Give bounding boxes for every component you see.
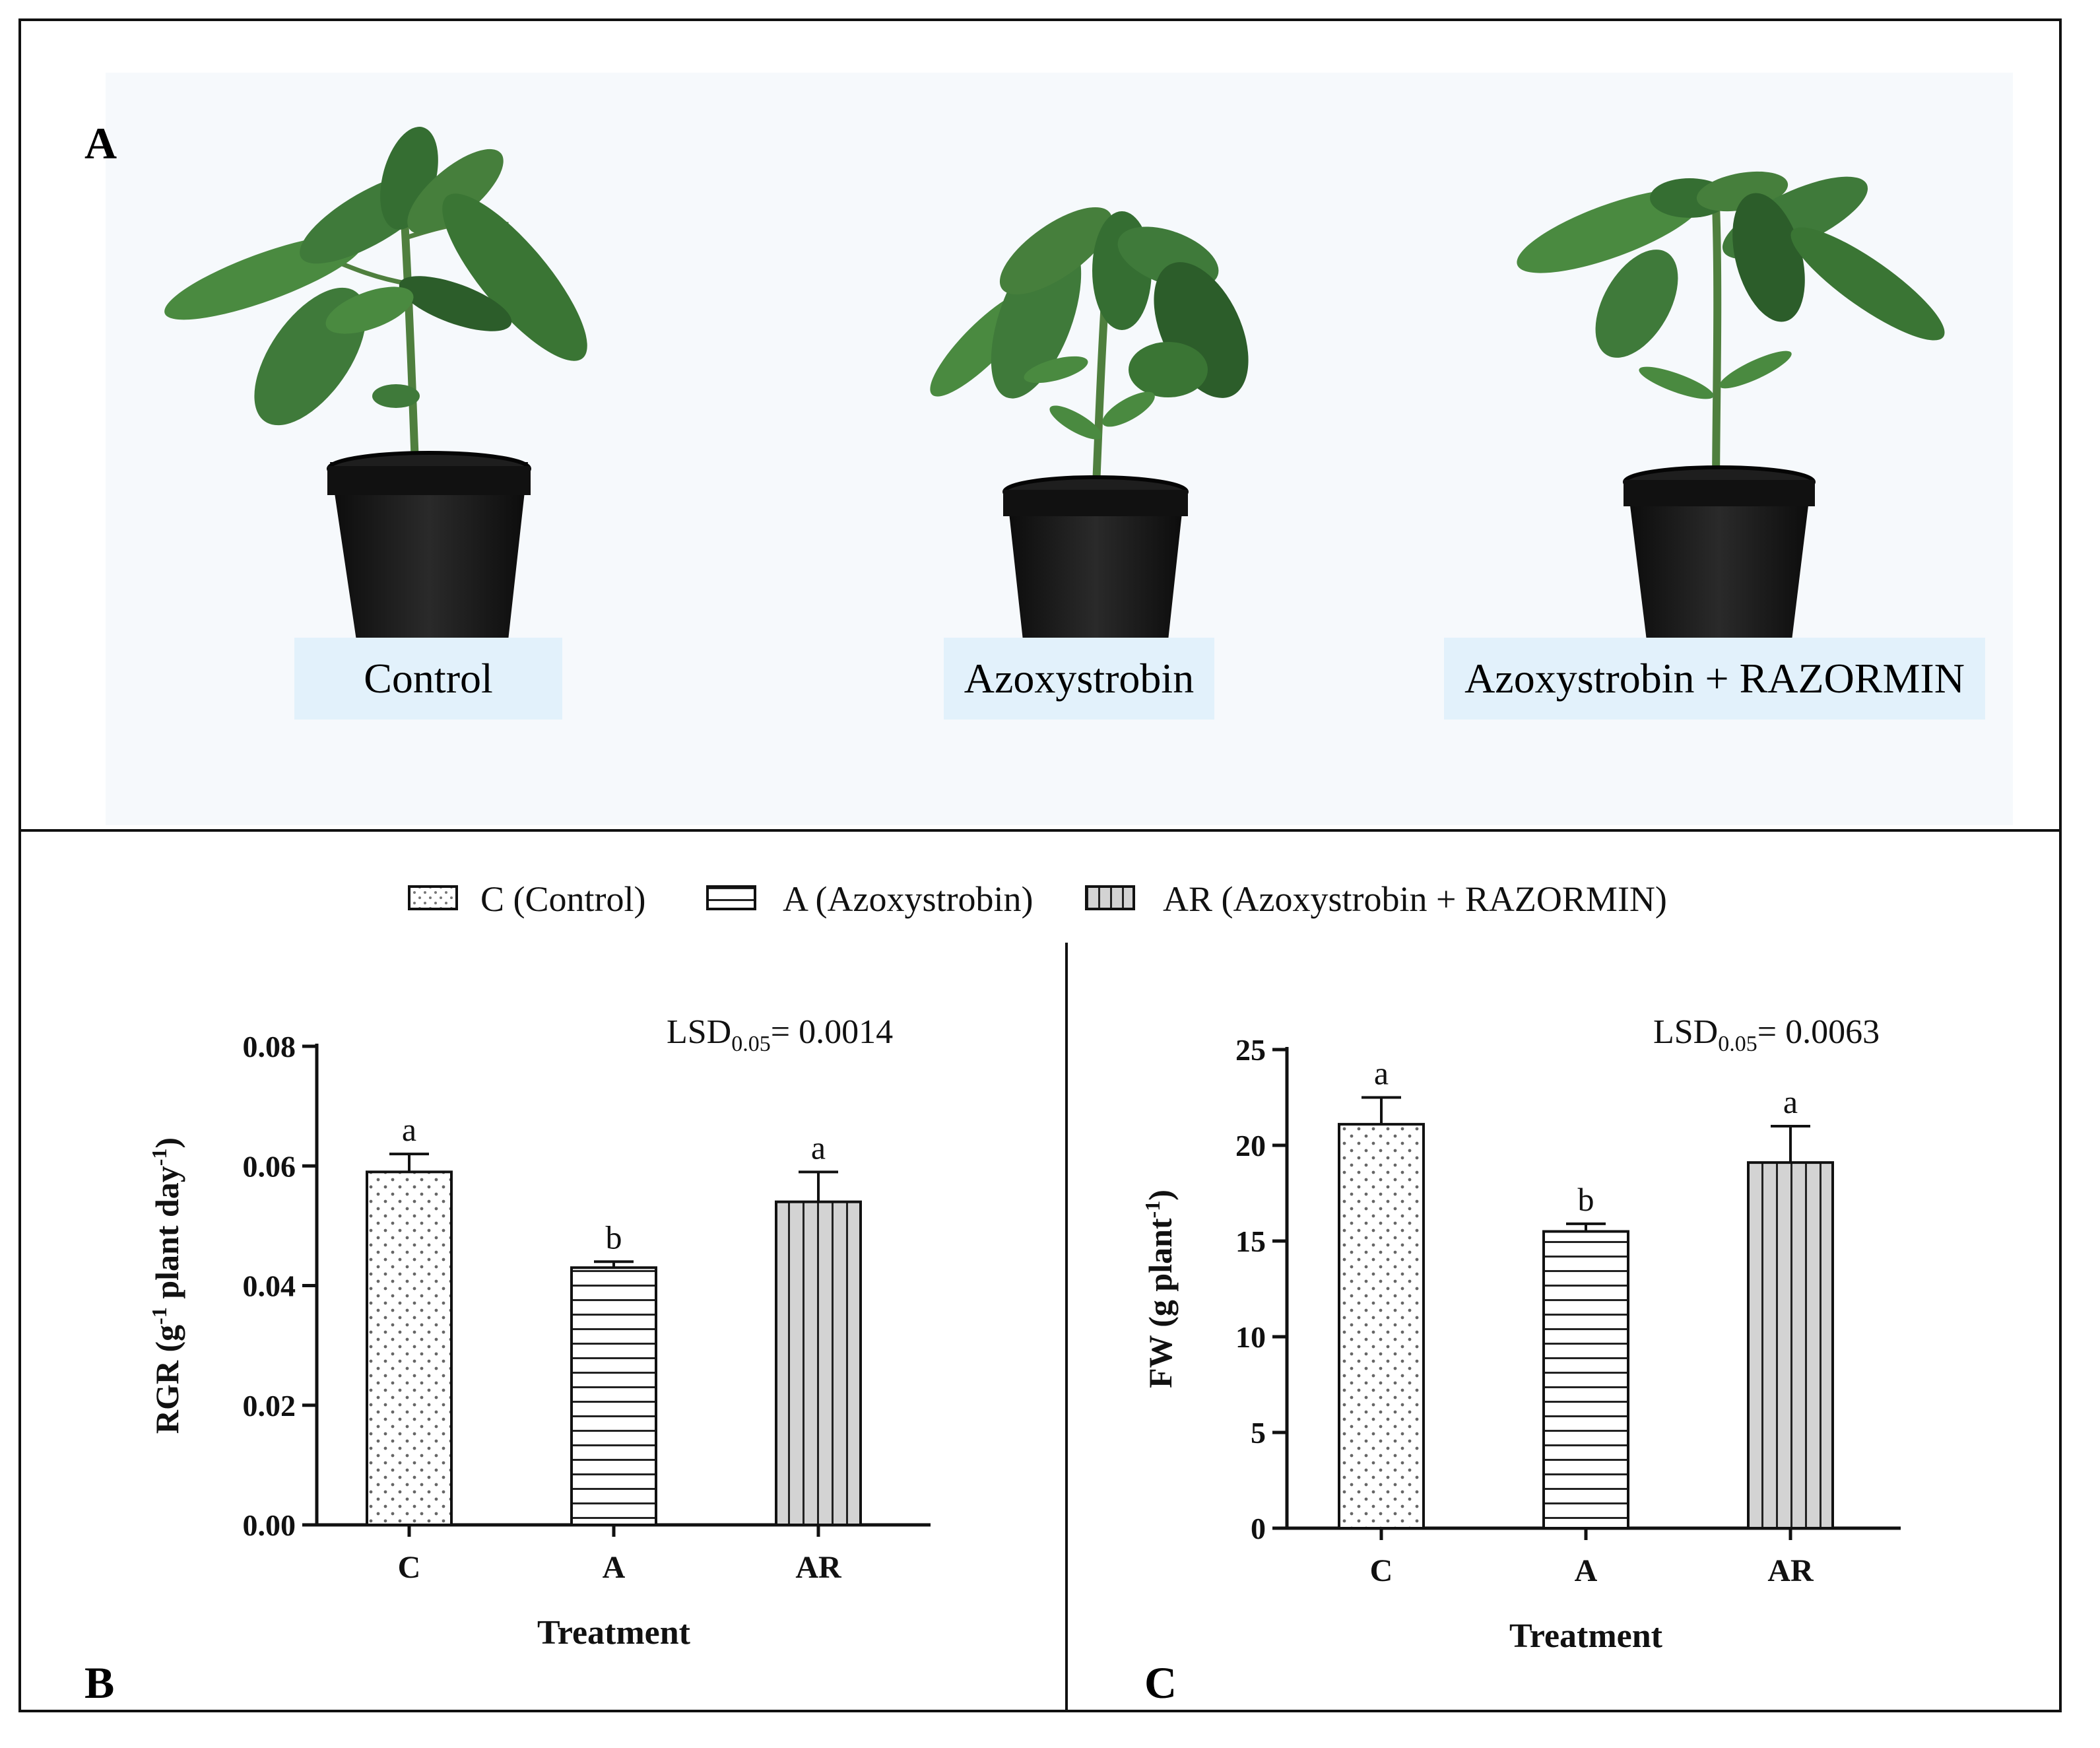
x-tick-label: A [603, 1550, 626, 1585]
legend-swatch-azoxystrobin [706, 885, 756, 910]
y-tick-label: 0.06 [243, 1149, 296, 1183]
significance-label-c: a [1374, 1055, 1389, 1092]
y-axis-title-part: ) [148, 1137, 185, 1149]
legend-item-azoxystrobin-razormin: AR (Azoxystrobin + RAZORMIN) [1085, 879, 1667, 919]
caption-azoxystrobin-razormin: Azoxystrobin + RAZORMIN [1444, 638, 1985, 720]
y-tick-label: 5 [1251, 1416, 1266, 1450]
significance-label-ar: a [811, 1129, 826, 1166]
lsd-prefix: LSD [1653, 1013, 1718, 1051]
legend-item-azoxystrobin: A (Azoxystrobin) [706, 879, 1033, 919]
legend-item-control: C (Control) [408, 879, 646, 919]
caption-azoxystrobin: Azoxystrobin [944, 638, 1214, 720]
y-axis-title-superscript: -1 [1140, 1201, 1164, 1219]
lsd-subscript: 0.05 [731, 1032, 771, 1056]
legend-label-azoxystrobin: A (Azoxystrobin) [783, 879, 1033, 919]
lsd-subscript: 0.05 [1718, 1032, 1757, 1056]
y-axis-title-part: FW (g plant [1142, 1218, 1179, 1388]
figure-frame [18, 18, 2062, 1712]
legend-swatch-control [408, 885, 458, 910]
bar-ar [775, 1200, 862, 1526]
legend-swatch-azoxystrobin-razormin [1085, 885, 1135, 910]
y-axis-title-superscript: -1 [147, 1149, 171, 1166]
lsd-value: = 0.0063 [1757, 1013, 1880, 1051]
y-tick-label: 0.08 [243, 1030, 296, 1063]
y-tick-label: 0 [1251, 1512, 1266, 1545]
y-tick-label: 10 [1235, 1320, 1266, 1354]
bar-a [570, 1266, 657, 1526]
significance-label-c: a [402, 1111, 416, 1148]
legend-label-control: C (Control) [480, 879, 646, 919]
panel-a-label: A [84, 118, 117, 168]
panel-divider-vertical [1065, 943, 1068, 1712]
x-tick-label: A [1575, 1553, 1598, 1588]
y-axis-title-part: ) [1142, 1190, 1179, 1201]
plant-control [164, 127, 587, 640]
x-axis-title: Treatment [1509, 1617, 1663, 1655]
y-axis-title-part: RGR (g [148, 1325, 185, 1434]
x-tick-label: C [398, 1550, 421, 1585]
panel-b-label: B [84, 1658, 115, 1708]
panel-c-label: C [1144, 1658, 1177, 1708]
bar-ar [1747, 1161, 1834, 1530]
y-axis-title: RGR (g-1 plant day-1) [147, 1137, 185, 1434]
y-tick-label: 15 [1235, 1225, 1266, 1258]
x-tick-label: AR [1767, 1553, 1814, 1588]
chart-c-fw: 0 5 10 15 20 25 a Cb Aa AR Treatment FW (g plant-1)… [1140, 1013, 1901, 1655]
y-tick-label: 0.02 [243, 1389, 296, 1423]
bar-c [366, 1170, 453, 1526]
chart-b-rgr: 0.00 0.02 0.04 0.06 0.08 a Cb Aa AR Treatment RGR … [147, 1013, 931, 1652]
lsd-value: = 0.0014 [771, 1013, 893, 1051]
x-axis-title: Treatment [537, 1614, 691, 1652]
plant-azoxystrobin-razormin [1517, 171, 1945, 640]
lsd-annotation: LSD0.05= 0.0014 [667, 1013, 893, 1056]
y-axis-title: FW (g plant-1) [1140, 1190, 1179, 1388]
y-tick-label: 0.04 [243, 1269, 296, 1303]
y-axis-title-superscript: -1 [147, 1307, 171, 1325]
y-tick-label: 0.00 [243, 1508, 296, 1542]
significance-label-ar: a [1783, 1083, 1798, 1120]
bar-c [1338, 1123, 1425, 1530]
x-tick-label: AR [795, 1550, 842, 1585]
lsd-annotation: LSD0.05= 0.0063 [1653, 1013, 1880, 1056]
lsd-prefix: LSD [667, 1013, 731, 1051]
x-tick-label: C [1370, 1553, 1393, 1588]
plant-azoxystrobin [930, 207, 1249, 640]
y-tick-label: 25 [1235, 1033, 1266, 1067]
y-axis-title-part: plant day [148, 1166, 185, 1307]
significance-label-a: b [1578, 1181, 1594, 1218]
panel-divider-horizontal [18, 829, 2062, 832]
legend-label-azoxystrobin-razormin: AR (Azoxystrobin + RAZORMIN) [1163, 879, 1667, 919]
caption-control: Control [294, 638, 562, 720]
plant-photo [164, 127, 1945, 640]
legend: C (Control) A (Azoxystrobin) AR (Azoxyst… [408, 879, 1667, 919]
significance-label-a: b [606, 1219, 622, 1256]
bar-a [1542, 1230, 1629, 1530]
y-tick-label: 20 [1235, 1129, 1266, 1162]
